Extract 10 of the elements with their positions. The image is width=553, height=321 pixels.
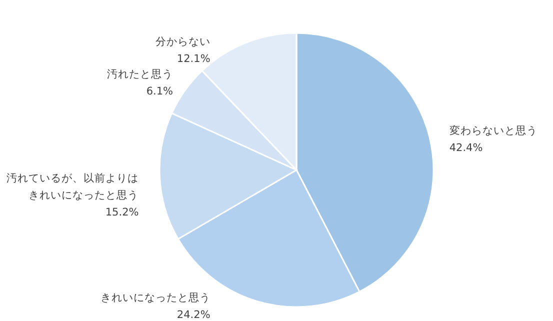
slice-label: 変わらないと思う: [449, 124, 538, 137]
slice-label: 汚れたと思う: [107, 68, 174, 80]
data-label: 15.2%: [105, 206, 139, 218]
data-label: 24.2%: [176, 309, 210, 321]
data-label: 6.1%: [146, 85, 174, 98]
slice-label: 汚れているが、以前よりはきれいになったと思う: [6, 171, 139, 202]
data-label: 42.4%: [449, 142, 483, 154]
slice-label: きれいになったと思う: [100, 292, 210, 304]
slice-label: 分からない: [155, 36, 210, 48]
data-label: 12.1%: [176, 53, 210, 65]
